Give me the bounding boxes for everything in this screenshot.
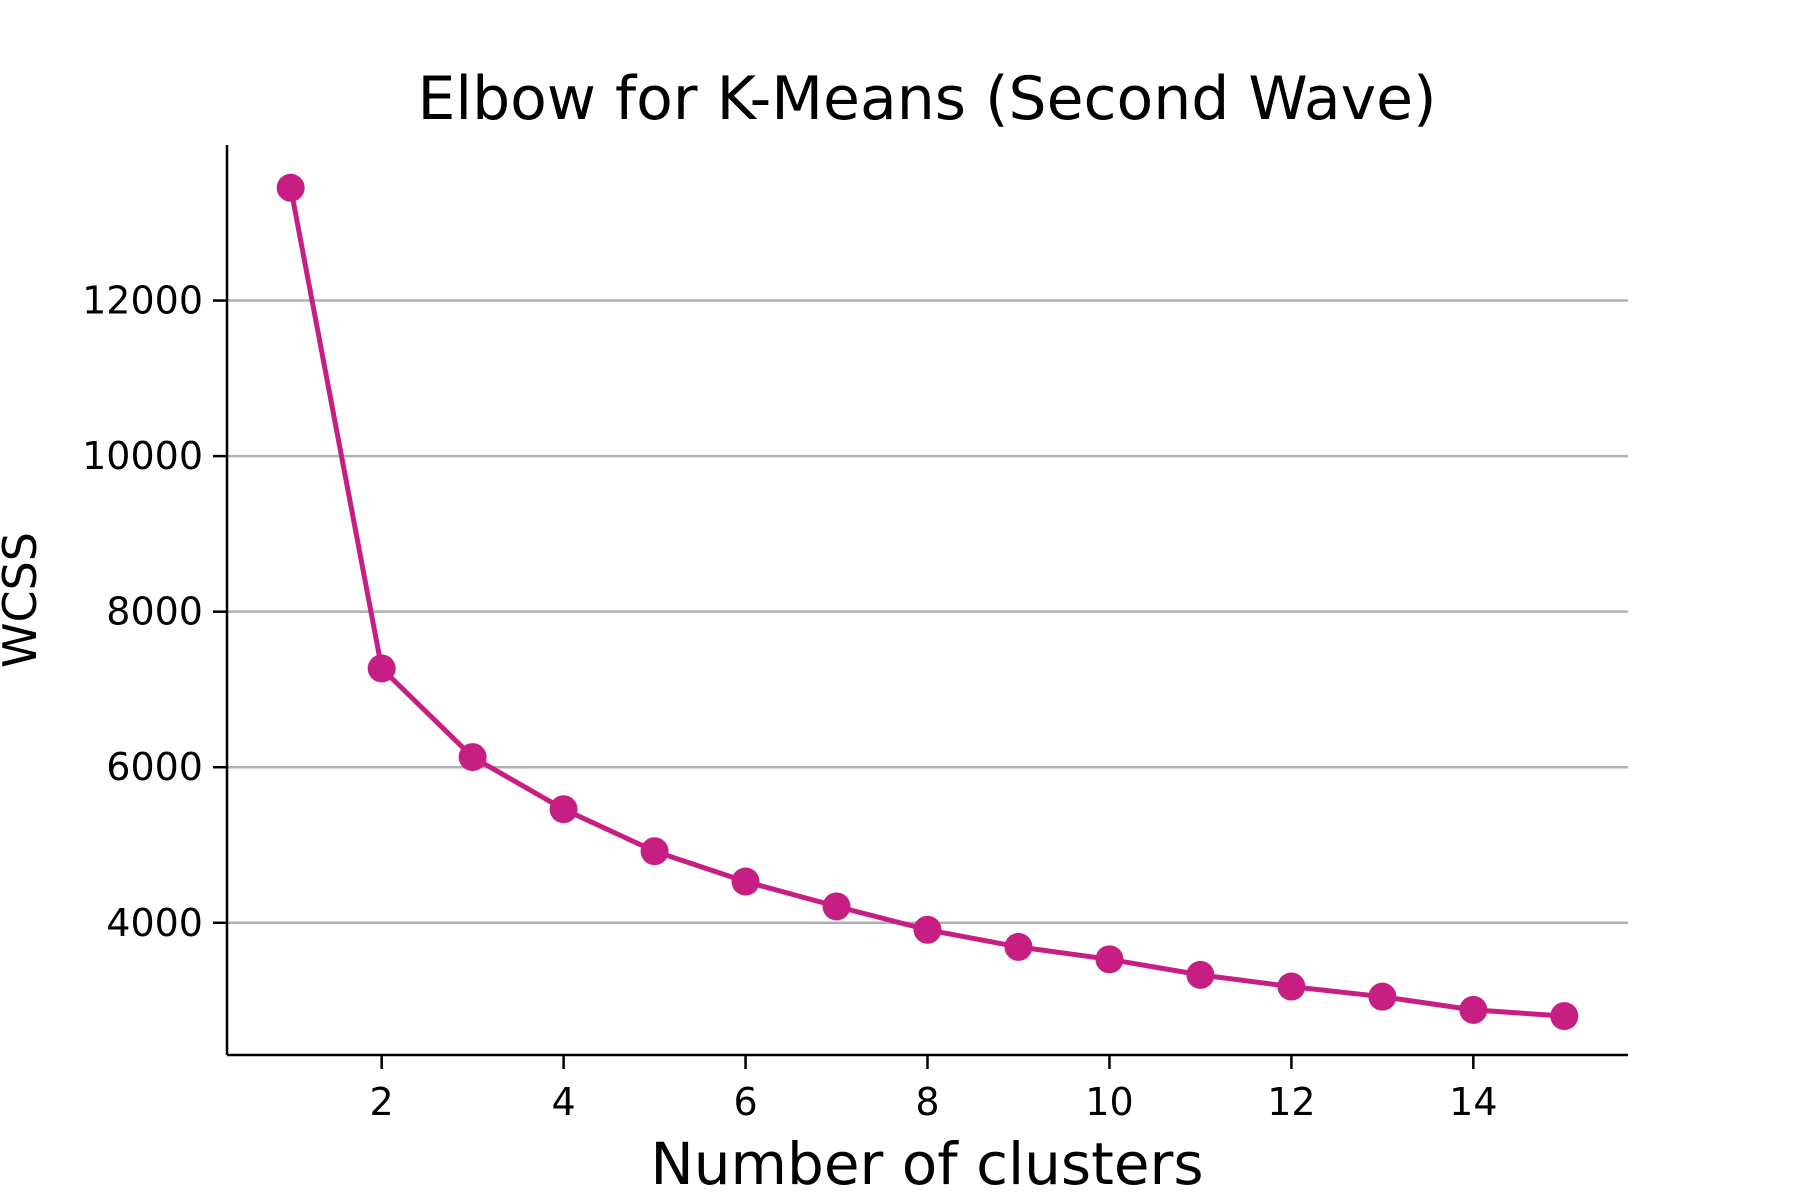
- data-point-11: [1186, 960, 1215, 989]
- x-tick-label-4: 4: [552, 1080, 576, 1124]
- data-point-8: [913, 915, 942, 944]
- x-tick-label-8: 8: [915, 1080, 939, 1124]
- y-tick-label-4000: 4000: [106, 901, 203, 945]
- data-point-3: [458, 743, 487, 772]
- y-axis-label: WCSS: [0, 532, 47, 668]
- x-tick-label-10: 10: [1085, 1080, 1133, 1124]
- data-point-10: [1095, 945, 1124, 974]
- tick-labels: 4000 6000 8000 10000 12000 2 4 6 8 10 12 14: [82, 279, 1497, 1124]
- data-point-2: [367, 654, 396, 683]
- grid-lines: [227, 299, 1628, 925]
- series-wcss: [276, 173, 1579, 1031]
- y-tick-label-10000: 10000: [82, 434, 203, 478]
- data-point-15: [1550, 1002, 1579, 1031]
- y-tick-label-6000: 6000: [106, 745, 203, 789]
- y-tick-label-12000: 12000: [82, 279, 203, 323]
- data-point-12: [1277, 972, 1306, 1001]
- series-line-0: [288, 187, 1565, 1019]
- axes: [213, 145, 1628, 1069]
- x-tick-label-14: 14: [1449, 1080, 1497, 1124]
- x-tick-label-6: 6: [733, 1080, 757, 1124]
- x-tick-label-12: 12: [1267, 1080, 1315, 1124]
- data-point-1: [276, 173, 305, 202]
- data-point-13: [1368, 982, 1397, 1011]
- y-tick-label-8000: 8000: [106, 590, 203, 634]
- chart-title: Elbow for K-Means (Second Wave): [418, 64, 1437, 134]
- data-point-4: [549, 795, 578, 824]
- data-point-6: [731, 867, 760, 896]
- data-point-5: [640, 837, 669, 866]
- data-point-7: [822, 892, 851, 921]
- data-point-14: [1459, 995, 1488, 1024]
- x-axis-label: Number of clusters: [650, 1130, 1203, 1198]
- x-tick-label-2: 2: [370, 1080, 394, 1124]
- data-point-9: [1004, 932, 1033, 961]
